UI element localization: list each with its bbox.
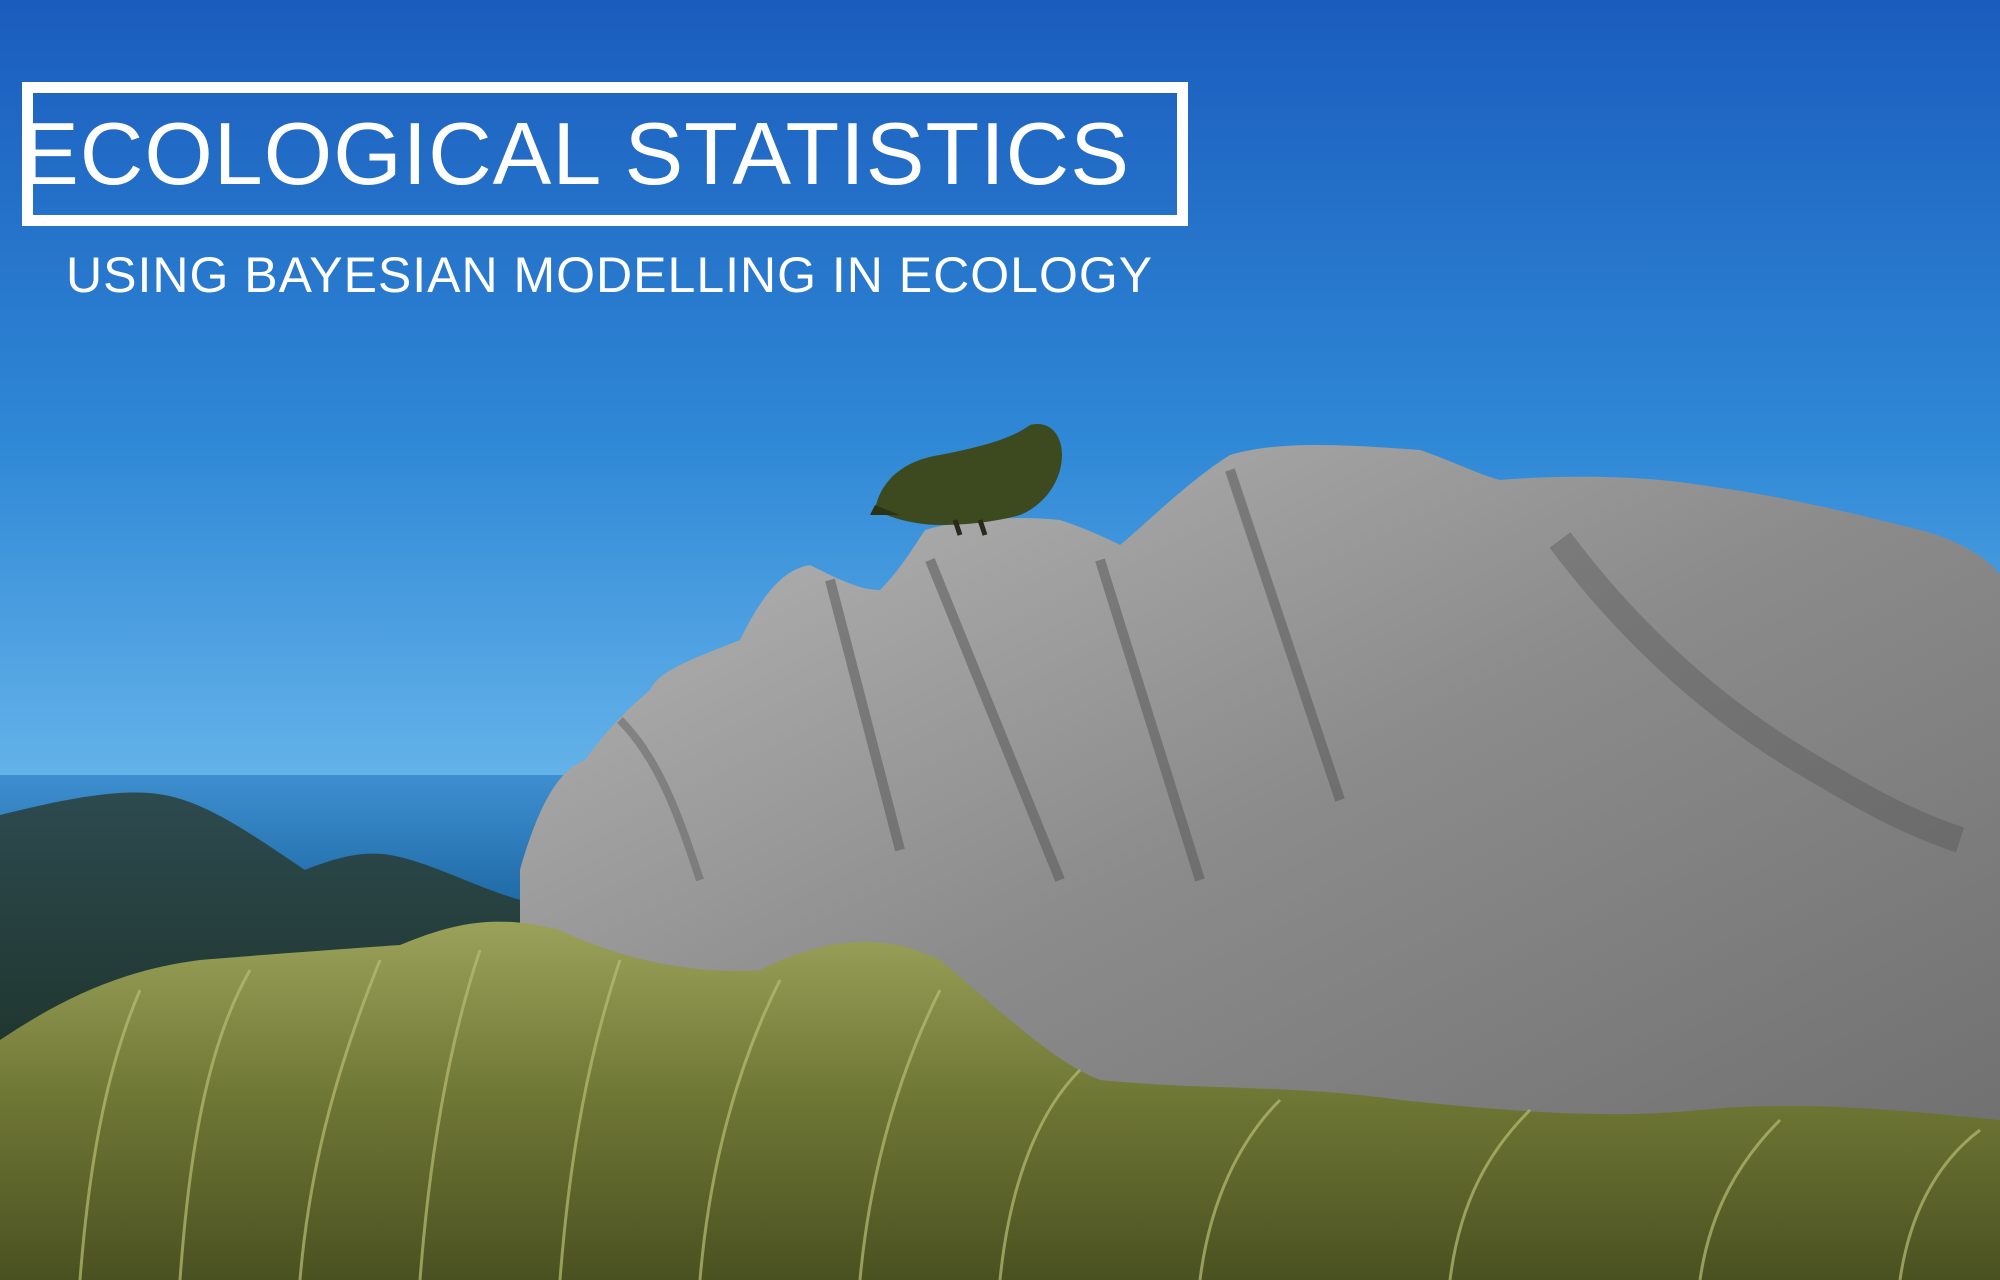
page-title: ECOLOGICAL STATISTICS — [20, 104, 1130, 203]
bird — [870, 424, 1062, 536]
title-frame: ECOLOGICAL STATISTICS — [20, 82, 1188, 226]
page-subtitle: USING BAYESIAN MODELLING IN ECOLOGY — [66, 247, 1154, 303]
grass-blades — [78, 949, 1981, 1280]
grass — [0, 921, 2000, 1280]
